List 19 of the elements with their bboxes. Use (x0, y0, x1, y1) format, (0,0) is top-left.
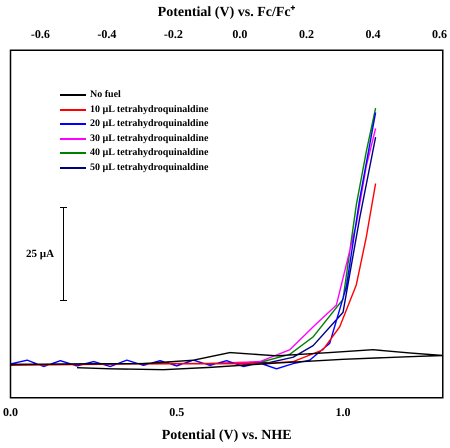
x2-tick-label: -0.2 (164, 27, 183, 42)
legend-label: 10 µL tetrahydroquinaldine (90, 102, 208, 116)
annotation: 25 µA (26, 248, 54, 260)
x2-axis-title: Potential (V) vs. Fc/Fc⁺ (158, 5, 296, 20)
x-tick-label: 1.0 (336, 405, 351, 420)
x2-tick-label: -0.4 (97, 27, 116, 42)
legend-label: No fuel (90, 88, 121, 102)
x2-tick-label: 0.0 (232, 27, 248, 42)
legend-label: 50 µL tetrahydroquinaldine (90, 160, 208, 174)
x2-tick-label: -0.6 (30, 27, 50, 42)
x2-tick-label: 0.2 (298, 27, 314, 42)
x-tick-label: 0.0 (3, 405, 18, 420)
legend-label: 20 µL tetrahydroquinaldine (90, 117, 208, 131)
legend-label: 30 µL tetrahydroquinaldine (90, 132, 208, 146)
x-tick-label: 0.5 (169, 405, 184, 420)
legend-label: 40 µL tetrahydroquinaldine (90, 146, 208, 160)
x2-tick-label: 0.6 (432, 27, 447, 42)
x-axis-title: Potential (V) vs. NHE (162, 428, 292, 444)
x2-tick-label: 0.4 (365, 27, 380, 42)
